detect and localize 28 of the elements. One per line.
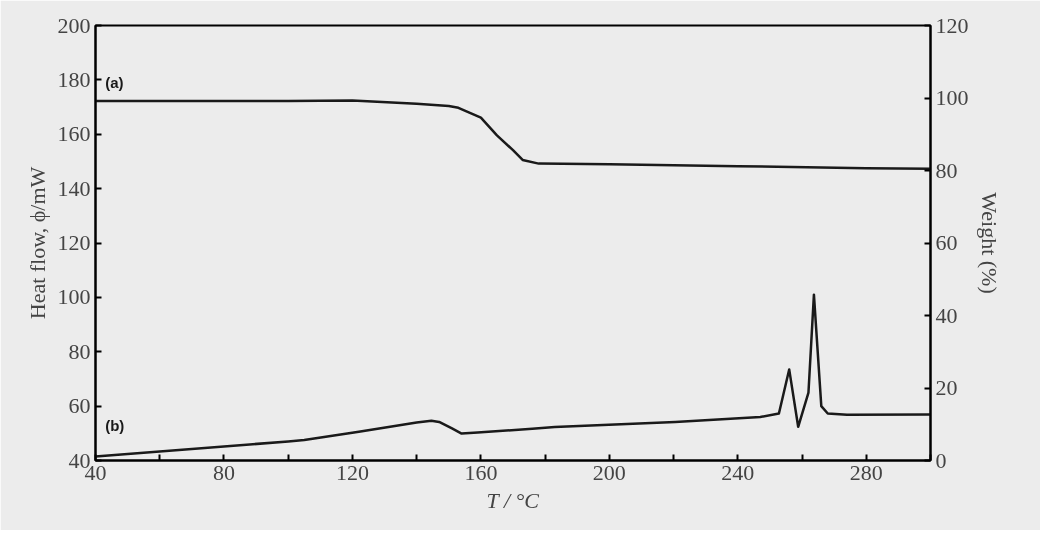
y-axis-title: Heat flow, ϕ/mW <box>24 166 50 320</box>
x-tick-label: 160 <box>464 459 498 485</box>
y2-tick-label: 120 <box>935 12 969 38</box>
y-tick-label: 180 <box>57 66 91 92</box>
x-tick-label: 280 <box>849 459 883 485</box>
y-tick-label: 140 <box>57 175 91 201</box>
y-tick-label: 80 <box>68 338 91 364</box>
series-label: (b) <box>105 417 125 435</box>
y2-tick-label: 80 <box>935 157 958 183</box>
y-tick-label: 120 <box>57 230 91 255</box>
x-tick-label: 200 <box>592 459 626 485</box>
y-tick-label: 100 <box>57 284 91 310</box>
y2-tick-label: 0 <box>935 447 947 473</box>
x-tick-label: 80 <box>212 459 235 485</box>
y2-tick-label: 20 <box>935 375 958 400</box>
x-axis-title: T / °C <box>486 487 540 513</box>
line-series <box>95 99 931 170</box>
x-tick-label: 120 <box>335 459 369 485</box>
y2-axis-title: Weight (%) <box>976 192 1002 294</box>
y-tick-label: 160 <box>57 121 91 147</box>
line-series <box>95 293 931 458</box>
y-tick-label: 60 <box>68 393 91 419</box>
series-label: (a) <box>105 73 124 91</box>
y2-tick-label: 100 <box>935 85 969 110</box>
x-tick-label: 240 <box>721 459 755 485</box>
y-tick-label: 200 <box>57 12 91 38</box>
y2-tick-label: 40 <box>935 302 958 328</box>
y2-tick-label: 60 <box>935 230 958 255</box>
